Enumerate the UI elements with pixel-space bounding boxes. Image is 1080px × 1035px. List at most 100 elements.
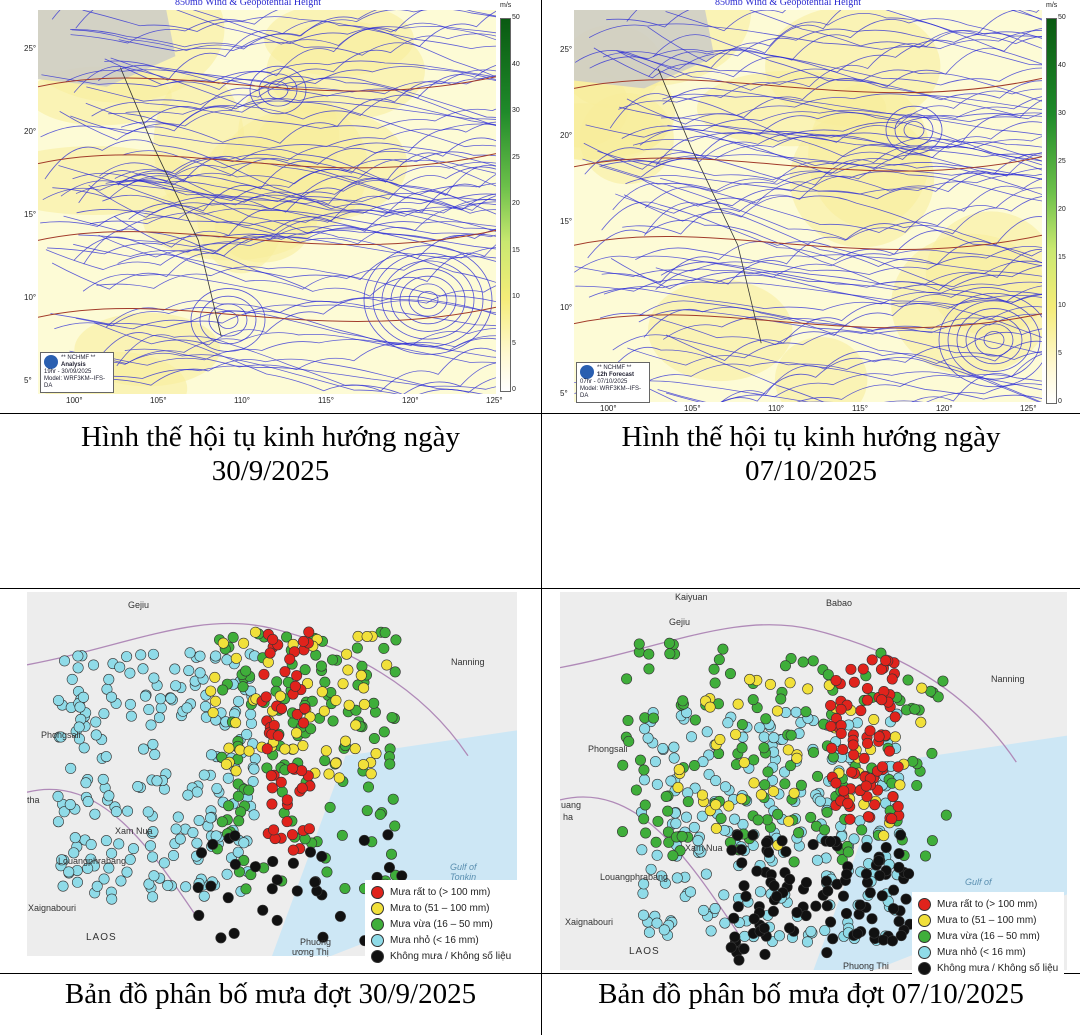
wind-map-right	[574, 10, 1042, 402]
legend-dot-icon	[918, 961, 931, 975]
colorbar-label: 5	[512, 339, 516, 347]
lat-tick: 15°	[24, 210, 37, 219]
place-nanning: Nanning	[451, 657, 485, 667]
place-xam-nua: Xam Nua	[115, 826, 153, 836]
badge-time: 19hr - 30/09/2025	[44, 369, 92, 375]
caption-top-left: Hình thế hội tụ kinh hướng ngày 30/9/202…	[0, 420, 541, 488]
place-ha: ha	[563, 812, 574, 822]
lat-tick: 10°	[560, 303, 573, 312]
lat-tick: 10°	[24, 293, 37, 302]
wind-field-left	[38, 10, 496, 394]
colorbar-gradient	[1046, 18, 1057, 404]
rain-legend-right: Mưa rất to (> 100 mm) Mưa to (51 – 100 mm…	[912, 892, 1065, 980]
badge-kind: Analysis	[61, 362, 86, 368]
caption-bottom-right: Bản đồ phân bố mưa đợt 07/10/2025	[598, 978, 1024, 1010]
badge-model: Model: WRF3KM--IFS-DA	[44, 376, 106, 389]
legend-label: Mưa rất to (> 100 mm)	[390, 886, 491, 898]
nchmf-logo-icon	[44, 355, 58, 369]
legend-label: Mưa nhỏ (< 16 mm)	[937, 946, 1026, 958]
colorbar-label: 0	[512, 386, 516, 393]
legend-label: Không mưa / Không số liệu	[937, 962, 1059, 974]
colorbar-label: 20	[512, 200, 520, 207]
lon-tick: 110°	[768, 404, 784, 413]
legend-label: Mưa nhỏ (< 16 mm)	[390, 934, 479, 946]
lon-tick: 120°	[936, 404, 953, 413]
lon-tick: 125°	[1020, 404, 1037, 413]
badge-time: 07hr - 07/10/2025	[580, 379, 628, 385]
caption-top-left-line2: 30/9/2025	[211, 455, 330, 487]
row-divider-2	[0, 588, 1080, 589]
place-phongsali: Phongsali	[41, 730, 81, 740]
place-babao: Babao	[826, 598, 853, 608]
legend-label: Mưa rất to (> 100 mm)	[937, 898, 1038, 910]
badge-model: Model: WRF3KM--IFS-DA	[580, 386, 642, 399]
place-gejiu-right: Gejiu	[669, 617, 691, 627]
legend-dot-icon	[371, 901, 384, 915]
wind-field-right	[574, 10, 1042, 402]
colorbar-label: 5	[1058, 350, 1062, 357]
colorbar-label: 0	[1058, 398, 1062, 405]
colorbar-gradient	[500, 18, 511, 392]
colorbar-label: 15	[512, 246, 520, 254]
place-laos: LAOS	[86, 932, 117, 943]
lon-tick: 105°	[684, 404, 701, 413]
legend-dot-icon	[918, 945, 931, 959]
place-tha: tha	[27, 795, 40, 805]
place-phongsali-right: Phongsali	[588, 744, 628, 754]
place-uang: uang	[561, 800, 582, 810]
legend-item: Mưa vừa (16 – 50 mm)	[918, 928, 1058, 944]
lat-tick: 25°	[24, 44, 37, 53]
badge-org: ** NCHMF **	[61, 355, 96, 361]
row-divider-3	[0, 973, 1080, 974]
legend-dot-icon	[371, 917, 384, 931]
legend-item: Không mưa / Không số liệu	[371, 948, 511, 964]
legend-label: Mưa vừa (16 – 50 mm)	[937, 930, 1040, 942]
rain-legend-left: Mưa rất to (> 100 mm) Mưa to (51 – 100 mm…	[365, 880, 518, 968]
model-badge-right: ** NCHMF ** 12h Forecast 07hr - 07/10/20…	[576, 362, 650, 403]
legend-item: Không mưa / Không số liệu	[918, 960, 1058, 976]
colorbar-label: 40	[512, 60, 520, 68]
legend-dot-icon	[918, 929, 931, 943]
column-divider	[541, 0, 542, 1035]
model-badge-left: ** NCHMF ** Analysis 19hr - 30/09/2025 M…	[40, 352, 114, 393]
legend-item: Mưa to (51 – 100 mm)	[918, 912, 1058, 928]
lon-tick: 105°	[150, 396, 167, 405]
lon-tick: 100°	[66, 396, 83, 405]
nchmf-logo-icon	[580, 365, 594, 379]
legend-label: Mưa vừa (16 – 50 mm)	[390, 918, 493, 930]
place-louangphrabang-right: Louangphrabang	[600, 872, 669, 882]
colorbar-label: 30	[1058, 110, 1066, 117]
wind-map-right-title: 850mb Wind & Geopotential Height	[715, 0, 862, 8]
legend-label: Không mưa / Không số liệu	[390, 950, 512, 962]
wind-map-left-title: 850mb Wind & Geopotential Height	[175, 0, 322, 8]
place-louangphrabang: Louangphrabang	[58, 856, 127, 866]
badge-kind: 12h Forecast	[597, 372, 635, 378]
legend-dot-icon	[371, 885, 384, 899]
legend-label: Mưa to (51 – 100 mm)	[937, 914, 1037, 926]
wind-map-left	[38, 10, 496, 394]
legend-item: Mưa to (51 – 100 mm)	[371, 900, 511, 916]
place-xaignabouri: Xaignabouri	[28, 903, 77, 913]
rain-map-left	[27, 592, 517, 956]
legend-item: Mưa nhỏ (< 16 mm)	[918, 944, 1058, 960]
wind-map-right-unit: m/s	[1046, 2, 1058, 9]
place-phuong-thi-right: Phuong Thi	[843, 961, 889, 971]
colorbar-label: 10	[512, 293, 520, 300]
colorbar-label: 50	[512, 14, 520, 21]
legend-dot-icon	[371, 949, 384, 963]
lon-tick: 110°	[234, 396, 250, 405]
place-xam-nua-right: Xam Nua	[685, 843, 723, 853]
colorbar-label: 50	[1058, 14, 1066, 21]
colorbar-label: 10	[1058, 302, 1066, 309]
badge-org: ** NCHMF **	[597, 365, 632, 371]
legend-item: Mưa vừa (16 – 50 mm)	[371, 916, 511, 932]
caption-top-right-line2: 07/10/2025	[744, 455, 878, 487]
lat-tick: 15°	[560, 217, 573, 226]
wind-map-left-unit: m/s	[500, 2, 512, 9]
place-phuong: Phuong	[300, 937, 332, 947]
caption-bottom-left: Bản đồ phân bố mưa đợt 30/9/2025	[64, 978, 477, 1010]
lon-tick: 115°	[852, 404, 868, 413]
lat-tick: 5°	[560, 389, 568, 398]
colorbar-label: 20	[1058, 206, 1066, 213]
